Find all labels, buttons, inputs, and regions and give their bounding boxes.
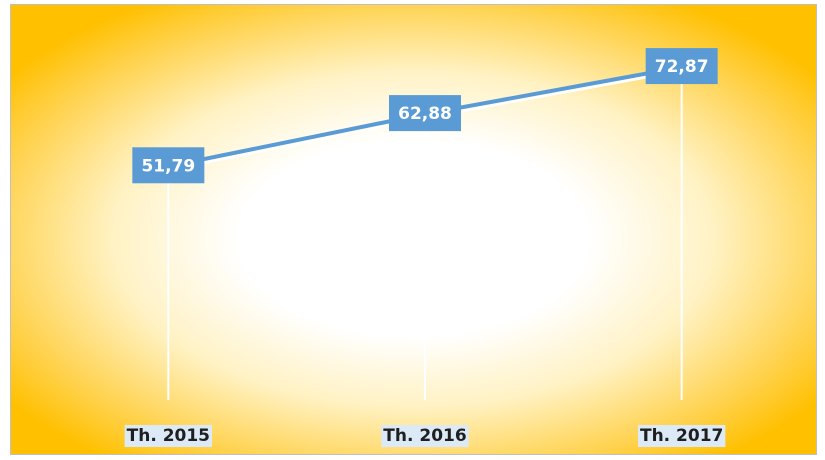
x-label-highlight — [124, 425, 213, 447]
data-label-box — [132, 147, 205, 184]
data-label-box — [389, 95, 461, 132]
x-label-highlight — [637, 425, 726, 447]
x-tick-label: Th. 2017 — [640, 426, 723, 446]
x-tick-label: Th. 2015 — [127, 426, 210, 446]
data-label-box — [645, 48, 718, 85]
x-label-highlight — [381, 425, 469, 447]
data-label: 62,88 — [398, 104, 452, 124]
data-label: 72,87 — [655, 57, 709, 77]
x-tick-label: Th. 2016 — [383, 426, 466, 446]
data-label: 51,79 — [141, 156, 195, 176]
